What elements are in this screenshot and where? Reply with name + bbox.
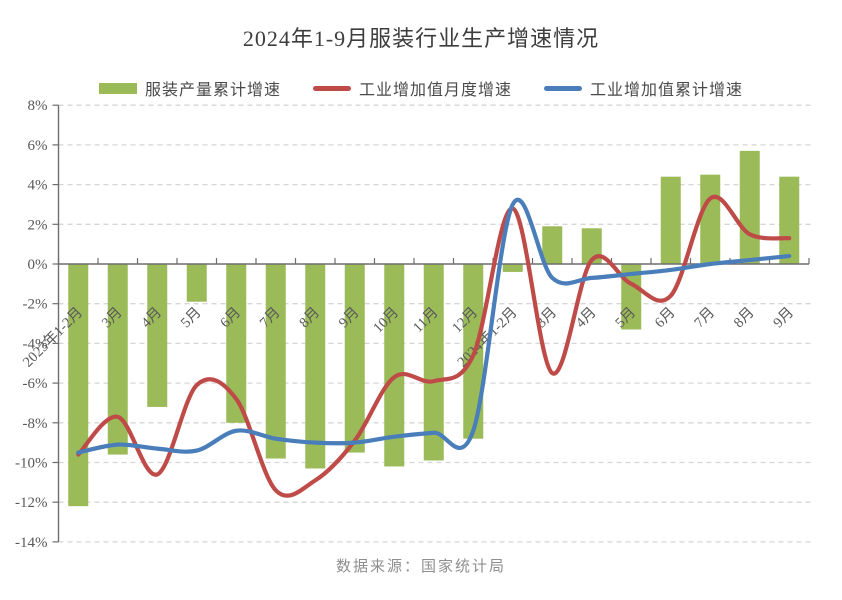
chart-title: 2024年1-9月服装行业生产增速情况 bbox=[242, 26, 600, 51]
legend-line-swatch bbox=[312, 85, 351, 91]
line-series-工业增加值月度增速 bbox=[76, 194, 792, 498]
x-axis-tick-labels: 2023年1-2月 3月 4月 5月 6月 7月 8月 9月 10月 11月 12月2024年1-2… bbox=[19, 304, 797, 371]
legend-item: 服装产量累计增速 bbox=[98, 76, 281, 100]
bar-9月 bbox=[344, 264, 365, 453]
y-tick-label: -10% bbox=[15, 456, 48, 472]
legend-item: 工业增加值月度增速 bbox=[312, 76, 512, 100]
y-tick-label: 2% bbox=[28, 217, 48, 233]
bar-2023年1-2月 bbox=[68, 264, 89, 507]
legend-line-swatch bbox=[544, 85, 582, 91]
y-tick-label: -12% bbox=[15, 495, 48, 511]
bar-9月 bbox=[779, 176, 800, 264]
bar-11月 bbox=[423, 264, 444, 461]
y-tick-label: 8% bbox=[28, 98, 48, 114]
x-tick-label: 9月 bbox=[770, 305, 797, 332]
x-tick-label: 8月 bbox=[731, 305, 758, 332]
bar-6月 bbox=[660, 176, 681, 264]
legend-bar-swatch bbox=[98, 82, 137, 94]
bar-5月 bbox=[186, 264, 207, 302]
y-axis-tick-labels: 8% 6% 4% 2% 0% -2% -4% -6% -8% -10% -12% -14% bbox=[15, 98, 48, 551]
bar-2024年1-2月 bbox=[502, 264, 523, 272]
bar-7月 bbox=[700, 174, 721, 264]
bar-3月 bbox=[107, 264, 128, 455]
y-tick-label: 4% bbox=[28, 178, 48, 194]
y-tick-label: -8% bbox=[23, 416, 48, 432]
legend-label: 服装产量累计增速 bbox=[144, 82, 281, 99]
bar-series bbox=[68, 150, 800, 507]
gridlines bbox=[52, 104, 813, 543]
y-tick-label: -4% bbox=[23, 336, 48, 352]
legend-label: 工业增加值累计增速 bbox=[590, 82, 744, 99]
chart-legend: 服装产量累计增速 工业增加值月度增速 工业增加值累计增速 bbox=[0, 76, 842, 100]
bar-8月 bbox=[305, 264, 326, 469]
y-tick-label: -2% bbox=[23, 297, 48, 313]
x-tick-label: 6月 bbox=[652, 305, 679, 332]
y-tick-label: 6% bbox=[28, 138, 48, 154]
y-tick-label: -6% bbox=[23, 376, 48, 392]
legend-label: 工业增加值月度增速 bbox=[358, 82, 512, 99]
bar-6月 bbox=[226, 264, 247, 423]
bar-8月 bbox=[739, 150, 760, 264]
x-tick-label: 7月 bbox=[691, 305, 718, 332]
legend-item: 工业增加值累计增速 bbox=[544, 76, 743, 100]
bar-3月 bbox=[542, 226, 563, 264]
x-tick-label: 5月 bbox=[178, 305, 205, 332]
y-tick-label: 0% bbox=[28, 257, 48, 273]
line-series-工业增加值累计增速 bbox=[76, 198, 792, 455]
bar-4月 bbox=[147, 264, 168, 407]
bar-7月 bbox=[265, 264, 286, 459]
data-source-note: 数据来源：国家统计局 bbox=[335, 559, 506, 575]
y-tick-label: -14% bbox=[15, 535, 48, 551]
bar-10月 bbox=[384, 264, 405, 467]
